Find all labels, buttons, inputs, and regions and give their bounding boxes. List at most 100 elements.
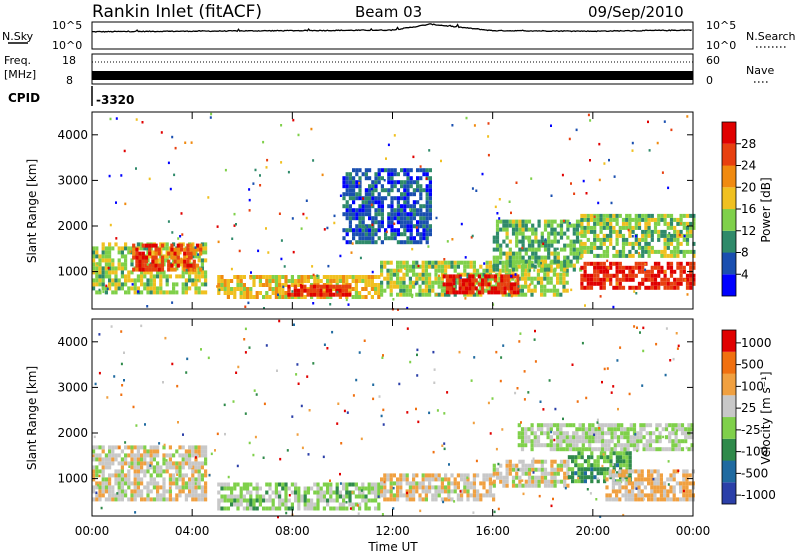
heatmap-cell [447, 496, 450, 499]
heatmap-cell [374, 486, 378, 491]
heatmap-cell [371, 270, 374, 274]
heatmap-cell [438, 274, 440, 277]
heatmap-cell [380, 272, 384, 277]
heatmap-cell [583, 467, 587, 472]
heatmap-cell [677, 447, 681, 452]
heatmap-cell [476, 473, 480, 478]
heatmap-cell [204, 493, 208, 498]
heatmap-cell [95, 493, 99, 498]
heatmap-cell [563, 263, 567, 268]
heatmap-cell [355, 212, 359, 217]
heatmap-cell [527, 284, 531, 289]
heatmap-cell [418, 292, 422, 297]
heatmap-cell [612, 253, 616, 258]
heatmap-cell [313, 275, 317, 279]
heatmap-cell [589, 213, 594, 218]
heatmap-cell [534, 360, 537, 363]
heatmap-cell [421, 260, 425, 265]
heatmap-cell [403, 200, 407, 205]
heatmap-cell [572, 431, 576, 436]
heatmap-cell [249, 494, 253, 499]
heatmap-cell [403, 204, 407, 209]
heatmap-cell [316, 295, 320, 299]
heatmap-cell [140, 497, 144, 502]
heatmap-cell [367, 279, 371, 283]
heatmap-cell [653, 249, 658, 254]
heatmap-cell [479, 481, 483, 486]
heatmap-cell [609, 221, 613, 226]
heatmap-cell [690, 435, 694, 440]
heatmap-cell [530, 439, 534, 444]
heatmap-cell [390, 212, 394, 217]
heatmap-cell [351, 502, 355, 507]
heatmap-cell [149, 461, 153, 466]
heatmap-cell [384, 188, 388, 193]
heatmap-cell [165, 461, 169, 466]
heatmap-cell [160, 259, 165, 264]
heatmap-cell [556, 272, 560, 277]
heatmap-cell [146, 449, 150, 454]
heatmap-cell [224, 432, 226, 436]
heatmap-cell [389, 473, 393, 478]
heatmap-cell [492, 259, 496, 264]
heatmap-cell [492, 467, 496, 472]
heatmap-cell [383, 260, 387, 265]
heatmap-cell [291, 217, 294, 220]
heatmap-cell [371, 188, 375, 193]
heatmap-cell [255, 486, 259, 491]
heatmap-cell [348, 494, 352, 499]
heatmap-cell [226, 486, 230, 491]
heatmap-cell [383, 179, 386, 182]
heatmap-cell [641, 265, 645, 270]
heatmap-cell [571, 479, 575, 484]
heatmap-cell [120, 461, 124, 466]
heatmap-cell [95, 453, 99, 458]
heatmap-cell [357, 512, 360, 515]
heatmap-cell [92, 246, 96, 251]
heatmap-cell [135, 263, 139, 268]
heatmap-cell [277, 293, 279, 296]
heatmap-cell [393, 168, 397, 173]
heatmap-cell [148, 177, 151, 181]
heatmap-cell [300, 275, 304, 279]
heatmap-cell [559, 423, 563, 428]
heatmap-cell [184, 282, 188, 287]
heatmap-cell [495, 447, 498, 451]
heatmap-cell [468, 274, 472, 279]
heatmap-cell [154, 267, 158, 272]
heatmap-cell [284, 283, 288, 287]
heatmap-cell [92, 278, 96, 283]
heatmap-cell [477, 274, 481, 279]
heatmap-cell [653, 497, 657, 502]
heatmap-cell [246, 482, 250, 487]
heatmap-cell [687, 427, 691, 432]
heatmap-cell [403, 240, 407, 245]
heatmap-cell [602, 277, 606, 282]
heatmap-cell [593, 277, 597, 282]
heatmap-cell [358, 212, 362, 217]
heatmap-cell [133, 457, 137, 462]
heatmap-cell [374, 208, 378, 213]
heatmap-cell [620, 423, 624, 428]
heatmap-cell [352, 192, 356, 197]
heatmap-cell [345, 188, 349, 193]
heatmap-cell [200, 258, 204, 263]
heatmap-cell [424, 268, 428, 273]
heatmap-cell [149, 270, 153, 275]
heatmap-cell [114, 473, 118, 478]
heatmap-cell [419, 184, 423, 189]
heatmap-cell [403, 180, 407, 185]
heatmap-cell [600, 427, 605, 432]
heatmap-cell [631, 241, 635, 246]
heatmap-cell [666, 489, 670, 494]
heatmap-cell [200, 282, 204, 287]
heatmap-cell [291, 415, 294, 418]
heatmap-cell [596, 217, 600, 222]
heatmap-cell [472, 421, 475, 425]
colorbar-tick-label: 4 [741, 267, 749, 281]
heatmap-cell [223, 283, 227, 287]
heatmap-cell [176, 384, 179, 388]
heatmap-cell [565, 268, 569, 273]
heatmap-cell [586, 229, 590, 234]
heatmap-cell [675, 481, 679, 486]
